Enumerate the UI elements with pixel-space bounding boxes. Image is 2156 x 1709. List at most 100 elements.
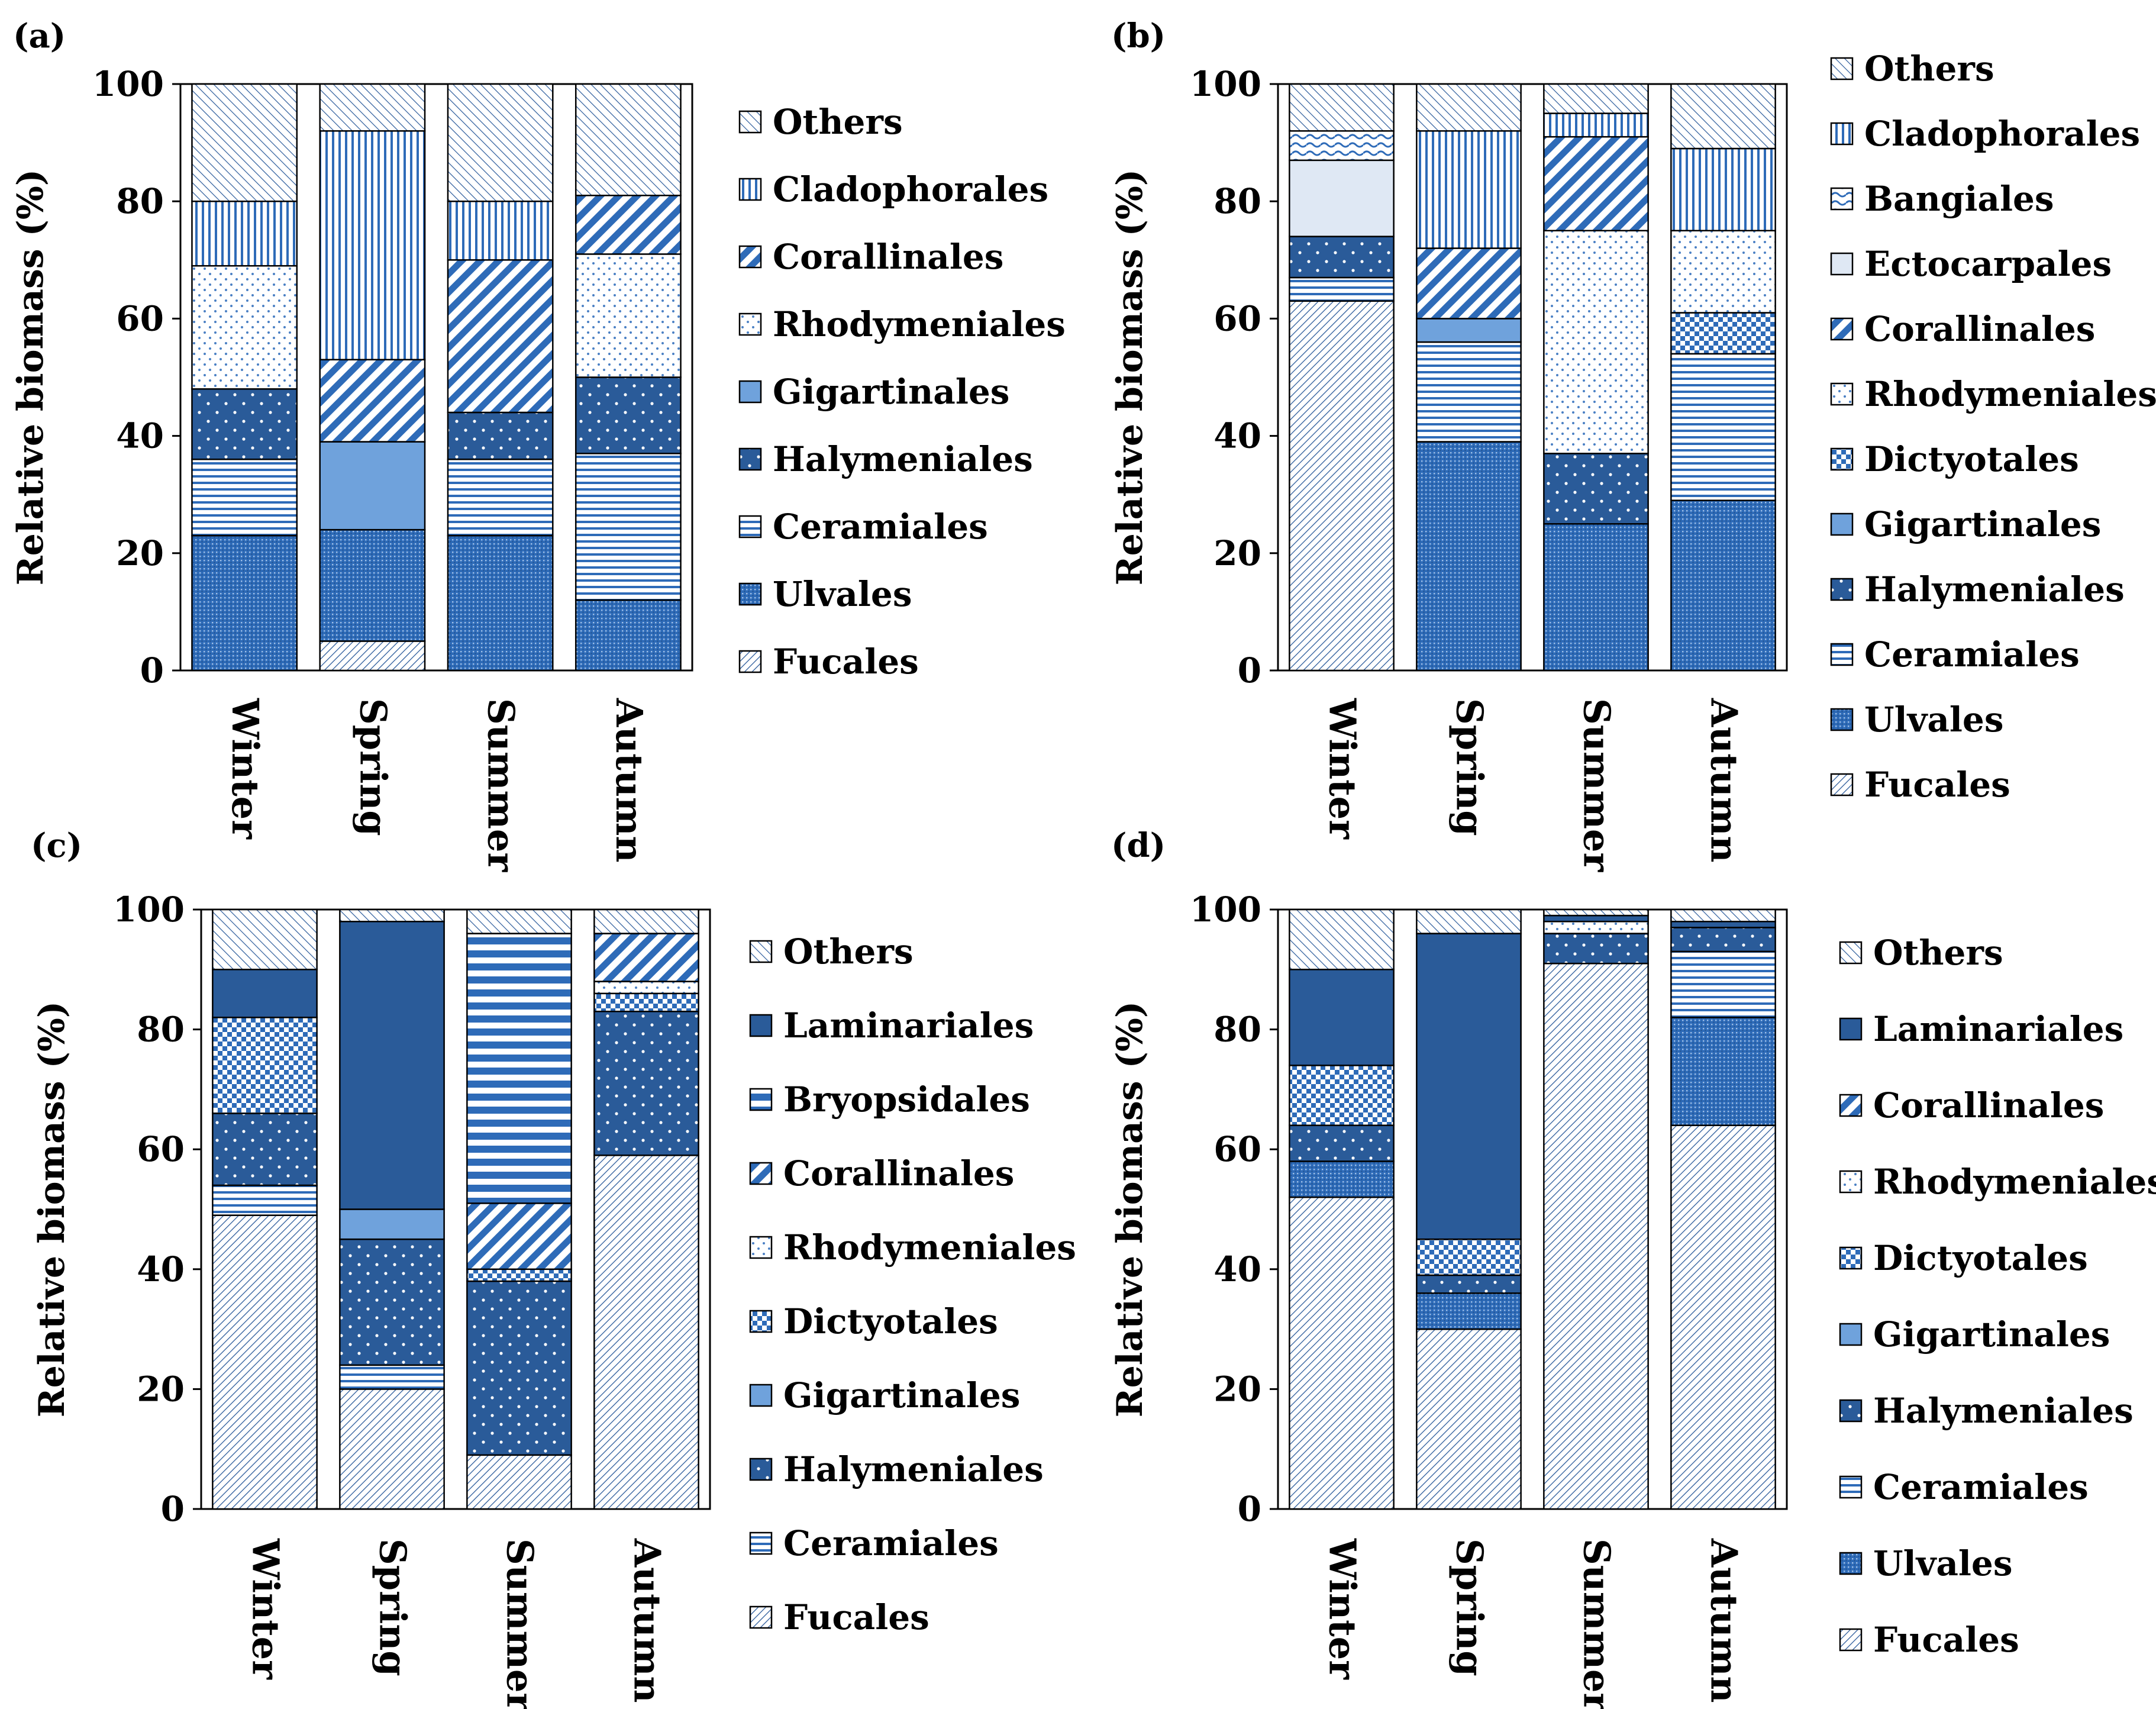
legend-label-halymeniales: Halymeniales xyxy=(1864,569,2125,610)
legend-label-bryopsidales: Bryopsidales xyxy=(783,1079,1030,1120)
bar-segment-fucales-summer xyxy=(466,1454,572,1510)
legend-swatch-others xyxy=(738,110,762,134)
legend-label-halymeniales: Halymeniales xyxy=(783,1449,1044,1489)
bar-segment-laminariales-summer xyxy=(1543,914,1649,923)
legend-swatch-ceramiales xyxy=(1830,643,1854,666)
bar-segment-halymeniales-winter xyxy=(1289,1124,1395,1162)
y-tick-label: 20 xyxy=(137,1369,185,1409)
legend-label-others: Others xyxy=(1873,933,2003,973)
bar-segment-laminariales-autumn xyxy=(1670,921,1776,928)
bar-segment-corallinales-autumn xyxy=(574,195,682,255)
legend-swatch-bryopsidales xyxy=(749,1088,773,1111)
bar-segment-halymeniales-spring xyxy=(1416,1274,1522,1294)
y-tick-label: 0 xyxy=(140,650,164,691)
bar-segment-gigartinales-spring xyxy=(1416,318,1522,343)
legend-swatch-rhodymeniales xyxy=(738,312,762,336)
bar-segment-others-winter xyxy=(191,83,298,202)
legend-swatch-rhodymeniales xyxy=(749,1236,773,1259)
legend-swatch-corallinales xyxy=(738,245,762,269)
bar-segment-ulvales-spring xyxy=(1416,1292,1522,1330)
legend-swatch-ceramiales xyxy=(738,515,762,539)
bar-segment-cladophorales-summer xyxy=(1543,112,1649,138)
bar-segment-ulvales-winter xyxy=(1289,1160,1395,1198)
bar-segment-fucales-spring xyxy=(339,1388,445,1510)
bar-segment-others-winter xyxy=(1289,908,1395,970)
legend-swatch-gigartinales xyxy=(1839,1323,1863,1346)
legend-swatch-corallinales xyxy=(749,1162,773,1185)
bar-segment-halymeniales-autumn xyxy=(1670,927,1776,953)
bar-segment-ulvales-summer xyxy=(1543,523,1649,672)
legend-swatch-bangiales xyxy=(1830,187,1854,211)
legend-swatch-gigartinales xyxy=(738,380,762,404)
legend-label-cladophorales: Cladophorales xyxy=(773,169,1048,209)
y-tick-label: 40 xyxy=(1213,416,1261,456)
legend-label-ectocarpales: Ectocarpales xyxy=(1864,244,2112,284)
bar-segment-others-winter xyxy=(1289,83,1395,132)
bar-segment-halymeniales-winter xyxy=(191,388,298,460)
bar-segment-laminariales-winter xyxy=(212,969,318,1018)
panel-label-c: (c) xyxy=(31,826,82,865)
bar-segment-ulvales-spring xyxy=(319,528,426,642)
legend-swatch-laminariales xyxy=(1839,1017,1863,1041)
bar-segment-ceramiales-summer xyxy=(447,458,554,537)
legend-label-others: Others xyxy=(783,931,914,972)
legend-label-others: Others xyxy=(773,102,903,142)
bar-segment-fucales-summer xyxy=(1543,962,1649,1510)
y-tick-label: 0 xyxy=(161,1489,185,1529)
legend-swatch-ectocarpales xyxy=(1830,252,1854,276)
bar-segment-halymeniales-autumn xyxy=(574,376,682,454)
bar-segment-ceramiales-winter xyxy=(191,458,298,537)
bar-segment-dictyotales-autumn xyxy=(593,992,699,1012)
x-tick-label: Autumn xyxy=(1703,698,1746,863)
y-tick-label: 60 xyxy=(1213,1129,1261,1169)
bar-segment-ulvales-summer xyxy=(447,534,554,672)
legend-label-dictyotales: Dictyotales xyxy=(1873,1238,2088,1278)
bar-segment-others-winter xyxy=(212,908,318,970)
legend-label-fucales: Fucales xyxy=(1873,1620,2019,1660)
legend-swatch-gigartinales xyxy=(749,1384,773,1407)
y-axis-label: Relative biomass (%) xyxy=(31,1001,73,1418)
y-tick-label: 80 xyxy=(137,1010,185,1050)
bar-segment-dictyotales-winter xyxy=(1289,1065,1395,1126)
bar-segment-fucales-spring xyxy=(319,640,426,672)
y-tick-label: 100 xyxy=(1190,64,1261,104)
y-axis-label: Relative biomass (%) xyxy=(1109,1001,1151,1418)
y-tick-label: 60 xyxy=(116,298,164,338)
bar-segment-ceramiales-autumn xyxy=(1670,950,1776,1018)
legend-label-cladophorales: Cladophorales xyxy=(1864,114,2140,154)
panel-d: Winter Spring Summer Autumn 0 20 40 60 80 100 Rela… xyxy=(1109,889,2156,1709)
x-tick-label: Autumn xyxy=(626,1538,669,1703)
y-tick-label: 80 xyxy=(116,181,164,221)
y-tick-label: 40 xyxy=(137,1249,185,1289)
bar-segment-others-spring xyxy=(1416,83,1522,132)
y-tick-label: 40 xyxy=(1213,1249,1261,1289)
legend-swatch-laminariales xyxy=(749,1014,773,1037)
bar-segment-cladophorales-winter xyxy=(191,200,298,267)
legend-label-ceramiales: Ceramiales xyxy=(773,507,988,547)
bar-segment-laminariales-spring xyxy=(339,921,445,1210)
x-tick-label: Spring xyxy=(1448,698,1492,836)
panel-c: Winter Spring Summer Autumn 0 20 40 60 80 100 Rela… xyxy=(31,889,1076,1709)
legend-label-ulvales: Ulvales xyxy=(1873,1543,2012,1584)
legend-label-rhodymeniales: Rhodymeniales xyxy=(1873,1162,2156,1202)
legend-label-bangiales: Bangiales xyxy=(1864,179,2054,219)
x-tick-label: Winter xyxy=(244,1538,288,1680)
bar-segment-others-autumn xyxy=(1670,83,1776,150)
legend-swatch-ulvales xyxy=(738,582,762,606)
legend-label-ulvales: Ulvales xyxy=(1864,699,2003,740)
bar-segment-fucales-autumn xyxy=(593,1155,699,1510)
bar-segment-bryopsidales-summer xyxy=(466,933,572,1204)
y-tick-label: 20 xyxy=(1213,1369,1261,1409)
bar-segment-ulvales-autumn xyxy=(1670,1017,1776,1126)
legend-swatch-ulvales xyxy=(1839,1552,1863,1575)
bar-segment-ceramiales-winter xyxy=(1289,276,1395,302)
bar-segment-ulvales-autumn xyxy=(1670,499,1776,672)
legend-swatch-fucales xyxy=(1830,773,1854,797)
bar-segment-rhodymeniales-autumn xyxy=(1670,230,1776,314)
bar-segment-dictyotales-summer xyxy=(466,1268,572,1282)
y-axis-label: Relative biomass (%) xyxy=(10,169,51,586)
legend-label-gigartinales: Gigartinales xyxy=(1873,1314,2110,1355)
bar-segment-corallinales-summer xyxy=(1543,136,1649,231)
panel-label-a: (a) xyxy=(13,17,66,56)
bar-segment-rhodymeniales-winter xyxy=(191,265,298,390)
